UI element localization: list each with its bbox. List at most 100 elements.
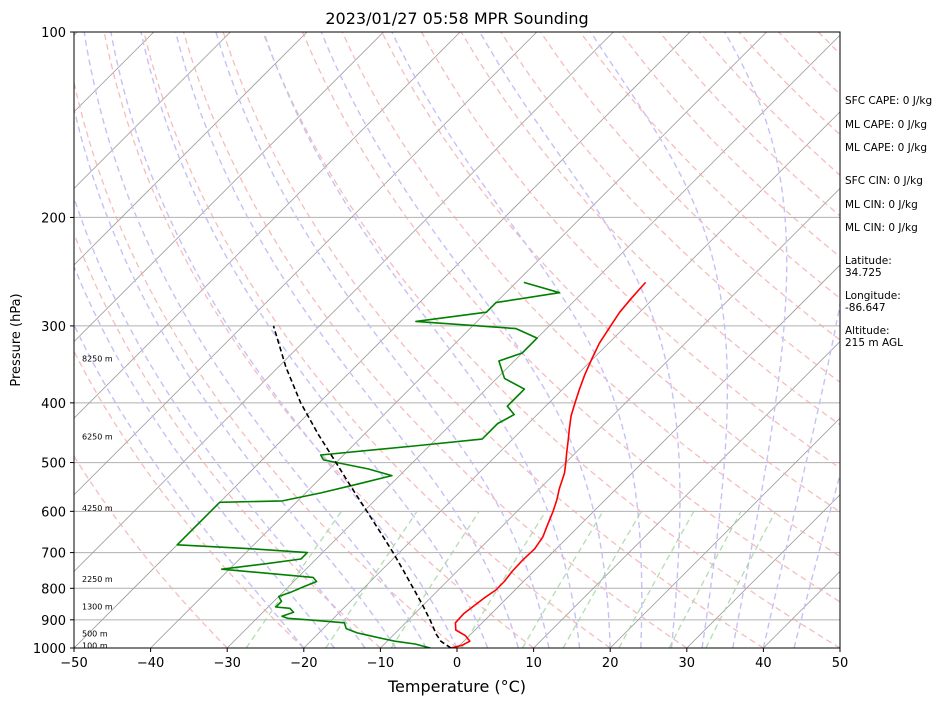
mixing-ratio-line [390,510,480,648]
isotherm-line [74,32,384,343]
moist-adiabat-line [263,32,581,648]
altitude-label: Altitude: [845,325,890,337]
y-axis-label: Pressure (hPa) [9,293,24,386]
dry-adiabat-line [74,349,305,648]
moist-adiabat-line [724,32,788,648]
x-axis-label: Temperature (°C) [387,677,526,696]
height-label: 1300 m [82,603,113,612]
parcel-profile-line [272,325,452,648]
ml-cin-text-1: ML CIN: 0 J/kg [845,199,918,211]
dry-adiabat-line [103,32,534,648]
ml-cape-text-2: ML CAPE: 0 J/kg [845,142,927,154]
dry-adiabat-line [74,79,458,648]
ml-cape-text-1: ML CAPE: 0 J/kg [845,119,927,131]
x-tick-label: −40 [137,656,164,671]
data-series [176,281,647,648]
isotherm-line [686,494,840,648]
mixing-ratio-line [618,510,695,648]
y-tick-label: 400 [41,397,66,412]
height-label: 500 m [82,629,108,638]
isotherm-line [74,32,308,266]
y-tick-label: 700 [41,547,66,562]
isotherm-line [380,187,840,648]
y-tick-label: 800 [41,582,66,597]
y-tick-label: 1000 [33,642,66,657]
moist-adiabat-line [110,32,458,648]
y-axis-ticks: 100 200 300 400 500 600 700 800 900 1000 [33,26,74,657]
moist-adiabat-line [74,195,366,648]
x-tick-label: −50 [60,656,87,671]
dry-adiabat-line [182,32,688,648]
x-axis-ticks: −50 −40 −30 −20 −10 0 10 20 30 40 50 [60,648,848,671]
moist-adiabat-line [215,32,550,648]
y-tick-label: 900 [41,614,66,629]
x-tick-label: 0 [453,656,461,671]
moist-adiabat-line [762,301,840,648]
height-labels: 100 m 500 m 1300 m 2250 m 4250 m 6250 m 8250 m [82,354,113,650]
y-tick-label: 600 [41,505,66,520]
dry-adiabat-line [262,32,840,648]
chart-title: 2023/01/27 05:58 MPR Sounding [325,9,588,28]
height-label: 8250 m [82,354,113,363]
moist-adiabat-line [83,32,427,648]
x-tick-label: −30 [213,656,240,671]
x-tick-label: 10 [525,656,542,671]
moist-adiabat-line [320,32,611,648]
mixing-ratio-line [562,510,642,648]
moist-adiabat-line [391,32,643,648]
height-label: 6250 m [82,432,113,441]
isotherm-line [533,341,840,648]
dewpoint-profile-line [176,281,561,648]
y-tick-label: 200 [41,211,66,226]
x-tick-label: −10 [367,656,394,671]
isotherm-line [74,32,461,419]
isotherm-line [74,32,231,189]
altitude-value: 215 m AGL [845,337,903,349]
latitude-value: 34.725 [845,267,882,279]
background-grid [0,32,840,648]
moist-adiabat-line [74,105,397,648]
moist-adiabat-line [793,472,840,648]
temperature-profile-line [450,281,647,648]
y-tick-label: 500 [41,457,66,472]
isotherm-line [0,32,1,648]
height-label: 2250 m [82,575,113,584]
mixing-ratio-line [461,510,547,648]
mixing-ratio-line [705,510,777,648]
dry-adiabat-line [143,32,611,648]
moist-adiabat-line [174,32,519,648]
x-tick-label: 20 [602,656,619,671]
mixing-ratio-line [668,510,742,648]
x-tick-label: −20 [290,656,317,671]
plot-frame [73,31,841,649]
mixing-ratio-line [245,510,342,648]
sfc-cin-text: SFC CIN: 0 J/kg [845,175,923,187]
isotherm-line [303,111,840,648]
isotherm-line [74,32,538,496]
moist-adiabat-line [590,32,729,648]
x-tick-label: 40 [755,656,772,671]
isotherm-line [150,32,767,648]
longitude-value: -86.647 [845,302,886,314]
latitude-label: Latitude: [845,255,892,267]
y-tick-label: 300 [41,320,66,335]
moist-adiabat-line [74,264,335,648]
mixing-ratio-line [521,510,604,648]
isotherm-line [74,32,614,572]
ml-cin-text-2: ML CIN: 0 J/kg [845,222,918,234]
x-tick-label: 50 [832,656,849,671]
moist-adiabat-line [479,32,681,648]
moist-adiabat-line [140,32,489,648]
sounding-indices-panel: SFC CAPE: 0 J/kg ML CAPE: 0 J/kg ML CAPE… [845,95,932,349]
dry-adiabat-line [579,32,840,300]
x-tick-label: 30 [679,656,696,671]
sfc-cape-text: SFC CAPE: 0 J/kg [845,95,932,107]
longitude-label: Longitude: [845,290,901,302]
dry-adiabat-line [74,454,228,648]
mixing-ratio-line [325,510,418,648]
y-tick-label: 100 [41,26,66,41]
height-label: 4250 m [82,504,113,513]
height-label: 100 m [82,642,108,651]
isotherm-line [609,417,840,648]
